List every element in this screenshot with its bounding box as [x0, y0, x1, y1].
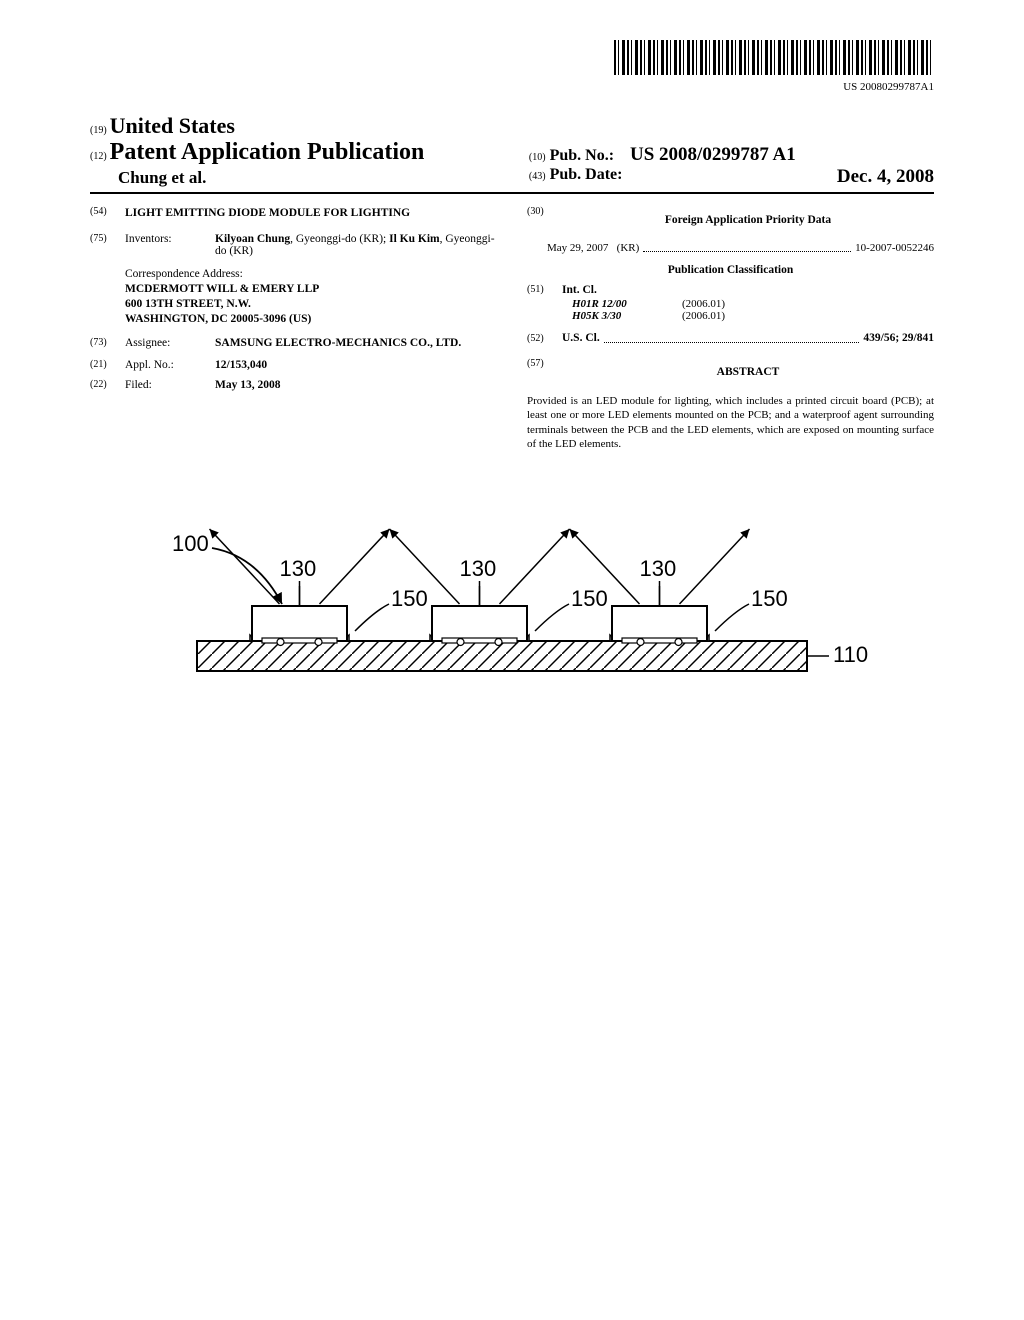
corr-label: Correspondence Address: [125, 267, 497, 282]
intcl-2-code: H05K 3/30 [572, 310, 682, 322]
pub-date-prefix: (43) [529, 171, 546, 182]
country-prefix: (19) [90, 125, 107, 136]
abstract-heading: ABSTRACT [562, 366, 934, 378]
figure: 100 130 130 130 150 150 150 110 [90, 486, 934, 706]
intcl-1-ver: (2006.01) [682, 298, 725, 310]
country: United States [110, 113, 235, 138]
assignee-value: SAMSUNG ELECTRO-MECHANICS CO., LTD. [215, 337, 497, 349]
pub-no-prefix: (10) [529, 152, 546, 163]
intcl-1-code: H01R 12/00 [572, 298, 682, 310]
header-rule [90, 192, 934, 194]
svg-text:150: 150 [571, 586, 608, 611]
inventors-num: (75) [90, 233, 125, 244]
intcl-label: Int. Cl. [562, 284, 597, 296]
left-column: (54) LIGHT EMITTING DIODE MODULE FOR LIG… [90, 206, 497, 451]
applno-label: Appl. No.: [125, 359, 215, 371]
pub-no-label: Pub. No.: [550, 147, 614, 164]
priority-country: (KR) [617, 242, 640, 254]
corr-name: MCDERMOTT WILL & EMERY LLP [125, 282, 497, 297]
right-column: (30) Foreign Application Priority Data M… [527, 206, 934, 451]
inventors-label: Inventors: [125, 233, 215, 245]
priority-date: May 29, 2007 [547, 242, 608, 254]
svg-text:130: 130 [460, 556, 497, 581]
inventors-value: Kilyoan Chung, Gyeonggi-do (KR); Il Ku K… [215, 233, 497, 257]
patent-figure-svg: 100 130 130 130 150 150 150 110 [142, 486, 882, 706]
pub-no: US 2008/0299787 A1 [630, 144, 796, 165]
filed-num: (22) [90, 379, 125, 390]
priority-no: 10-2007-0052246 [855, 242, 934, 254]
uscl-label: U.S. Cl. [562, 332, 600, 344]
svg-text:130: 130 [640, 556, 677, 581]
barcode-text: US 20080299787A1 [90, 81, 934, 93]
pub-type-prefix: (12) [90, 151, 107, 162]
applno-num: (21) [90, 359, 125, 370]
uscl-value: 439/56; 29/841 [863, 332, 934, 344]
intcl-num: (51) [527, 284, 562, 295]
correspondence-address: Correspondence Address: MCDERMOTT WILL &… [125, 267, 497, 327]
title-num: (54) [90, 206, 125, 217]
svg-text:100: 100 [172, 531, 209, 556]
foreign-heading: Foreign Application Priority Data [562, 214, 934, 226]
body-columns: (54) LIGHT EMITTING DIODE MODULE FOR LIG… [90, 206, 934, 451]
corr-city: WASHINGTON, DC 20005-3096 (US) [125, 312, 497, 327]
invention-title: LIGHT EMITTING DIODE MODULE FOR LIGHTING [125, 206, 410, 221]
pub-type: Patent Application Publication [110, 139, 425, 165]
foreign-num: (30) [527, 206, 562, 217]
dotted-leader-2 [604, 333, 860, 343]
abstract-text: Provided is an LED module for lighting, … [527, 394, 934, 451]
barcode-region: US 20080299787A1 [90, 40, 934, 93]
applno-value: 12/153,040 [215, 359, 497, 371]
pub-date: Dec. 4, 2008 [837, 166, 934, 188]
header: (19) United States (12) Patent Applicati… [90, 113, 934, 188]
svg-text:150: 150 [751, 586, 788, 611]
assignee-num: (73) [90, 337, 125, 348]
uscl-num: (52) [527, 333, 562, 344]
assignee-label: Assignee: [125, 337, 215, 349]
pub-date-label: Pub. Date: [550, 166, 623, 183]
priority-row: May 29, 2007 (KR) 10-2007-0052246 [547, 242, 934, 254]
dotted-leader [643, 242, 851, 252]
barcode-graphic [614, 40, 934, 75]
filed-value: May 13, 2008 [215, 379, 497, 391]
svg-text:150: 150 [391, 586, 428, 611]
filed-label: Filed: [125, 379, 215, 391]
header-authors: Chung et al. [118, 168, 512, 188]
abstract-num: (57) [527, 358, 562, 369]
corr-street: 600 13TH STREET, N.W. [125, 297, 497, 312]
svg-text:110: 110 [833, 642, 868, 667]
intcl-2-ver: (2006.01) [682, 310, 725, 322]
svg-text:130: 130 [280, 556, 317, 581]
classification-heading: Publication Classification [527, 264, 934, 276]
